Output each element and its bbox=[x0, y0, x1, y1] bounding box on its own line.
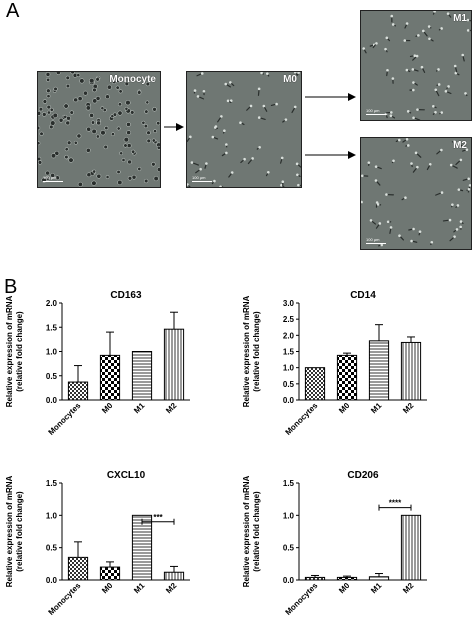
y-tick-label: 0.0 bbox=[46, 576, 58, 585]
x-tick-label: M1 bbox=[369, 581, 384, 596]
y-tick-label: 0.0 bbox=[283, 396, 295, 405]
y-tick-label: 1.0 bbox=[46, 348, 58, 357]
micrograph-label: M0 bbox=[283, 74, 297, 85]
y-axis-label: (relative fold change) bbox=[15, 311, 24, 392]
y-tick-label: 0.0 bbox=[46, 396, 58, 405]
x-tick-label: M0 bbox=[100, 401, 115, 416]
y-tick-label: 3.0 bbox=[283, 299, 295, 308]
x-tick-label: M2 bbox=[164, 401, 179, 416]
y-tick-label: 0.5 bbox=[283, 544, 295, 553]
x-tick-label: M2 bbox=[164, 581, 179, 596]
x-tick-label: M2 bbox=[401, 401, 416, 416]
micrograph-m1: M1 100 µm bbox=[360, 10, 472, 121]
micrograph-label: M1 bbox=[453, 13, 467, 24]
y-tick-label: 2.0 bbox=[46, 299, 58, 308]
bar-m0 bbox=[336, 354, 358, 401]
y-axis-label: (relative fold change) bbox=[15, 491, 24, 572]
cells-texture bbox=[187, 72, 301, 187]
panel-a-letter: A bbox=[6, 0, 20, 22]
x-tick-label: Monocytes bbox=[46, 401, 82, 437]
bar-monocytes bbox=[67, 556, 89, 581]
bar-m0 bbox=[99, 354, 121, 401]
x-tick-label: M1 bbox=[369, 401, 384, 416]
bar-m0 bbox=[99, 566, 121, 581]
x-tick-label: Monocytes bbox=[283, 401, 319, 437]
significance-label: **** bbox=[389, 499, 402, 508]
y-axis-label: Relative expression of mRNA bbox=[5, 295, 14, 407]
chart-cxcl10: CXCL10 Relative expression of mRNA (relati… bbox=[5, 470, 190, 617]
cells-texture bbox=[362, 11, 471, 120]
scalebar-label: 100 µm bbox=[43, 175, 57, 180]
x-tick-label: Monocytes bbox=[283, 581, 319, 617]
bar-m2 bbox=[400, 341, 422, 401]
micrograph-label: M2 bbox=[453, 140, 467, 151]
chart-title: CD163 bbox=[110, 290, 142, 301]
x-tick-label: M0 bbox=[100, 581, 115, 596]
bar-m1 bbox=[368, 340, 390, 401]
bar-monocytes bbox=[67, 381, 89, 401]
bar-monocytes bbox=[304, 367, 326, 401]
x-tick-label: M0 bbox=[337, 401, 352, 416]
micrograph-monocyte: Monocyte 100 µm bbox=[37, 71, 161, 188]
bar-m0 bbox=[336, 576, 358, 581]
scalebar bbox=[43, 181, 63, 182]
panel-b-letter: B bbox=[4, 276, 18, 298]
scalebar-label: 100 µm bbox=[192, 175, 206, 180]
scalebar-label: 100 µm bbox=[366, 108, 380, 113]
cells-texture bbox=[361, 138, 471, 247]
y-tick-label: 0.0 bbox=[283, 576, 295, 585]
x-tick-label: M1 bbox=[132, 401, 147, 416]
y-tick-label: 1.5 bbox=[46, 479, 58, 488]
y-tick-label: 0.5 bbox=[283, 380, 295, 389]
micrograph-m2: M2 100 µm bbox=[360, 137, 472, 250]
x-tick-label: M2 bbox=[401, 581, 416, 596]
y-axis-label: (relative fold change) bbox=[252, 491, 261, 572]
significance-label: *** bbox=[153, 513, 163, 522]
chart-cd163: CD163 Relative expression of mRNA (relativ… bbox=[5, 290, 190, 437]
bar-monocytes bbox=[304, 576, 326, 581]
y-axis-label: Relative expression of mRNA bbox=[5, 475, 14, 587]
chart-title: CD14 bbox=[350, 290, 376, 301]
bar-m2 bbox=[400, 514, 422, 581]
x-tick-label: M1 bbox=[132, 581, 147, 596]
x-tick-label: Monocytes bbox=[46, 581, 82, 617]
arrows-layer bbox=[164, 93, 356, 159]
bar-m1 bbox=[131, 351, 153, 401]
x-tick-label: M0 bbox=[337, 581, 352, 596]
chart-title: CXCL10 bbox=[107, 470, 146, 481]
scalebar bbox=[366, 114, 386, 115]
bar-m2 bbox=[163, 571, 185, 581]
y-axis-label: (relative fold change) bbox=[252, 311, 261, 392]
chart-cd14: CD14 Relative expression of mRNA (relative… bbox=[242, 290, 427, 437]
chart-cd206: CD206 Relative expression of mRNA (relativ… bbox=[242, 470, 427, 617]
micrograph-label: Monocyte bbox=[109, 74, 156, 85]
scalebar-label: 100 µm bbox=[366, 237, 380, 242]
y-tick-label: 1.0 bbox=[46, 511, 58, 520]
y-tick-label: 1.0 bbox=[283, 364, 295, 373]
micrograph-m0: M0 100 µm bbox=[186, 71, 302, 188]
bar-m1 bbox=[131, 514, 153, 581]
scalebar bbox=[366, 243, 386, 244]
y-axis-label: Relative expression of mRNA bbox=[242, 475, 251, 587]
y-tick-label: 1.5 bbox=[283, 479, 295, 488]
bar-m1 bbox=[368, 576, 390, 581]
y-tick-label: 1.5 bbox=[46, 323, 58, 332]
y-tick-label: 1.0 bbox=[283, 511, 295, 520]
y-tick-label: 0.5 bbox=[46, 372, 58, 381]
y-tick-label: 0.5 bbox=[46, 544, 58, 553]
y-tick-label: 2.0 bbox=[283, 331, 295, 340]
y-tick-label: 1.5 bbox=[283, 348, 295, 357]
bar-m2 bbox=[163, 328, 185, 401]
scalebar bbox=[192, 181, 212, 182]
chart-title: CD206 bbox=[347, 470, 379, 481]
cells-texture bbox=[38, 72, 160, 187]
y-axis-label: Relative expression of mRNA bbox=[242, 295, 251, 407]
y-tick-label: 2.5 bbox=[283, 315, 295, 324]
